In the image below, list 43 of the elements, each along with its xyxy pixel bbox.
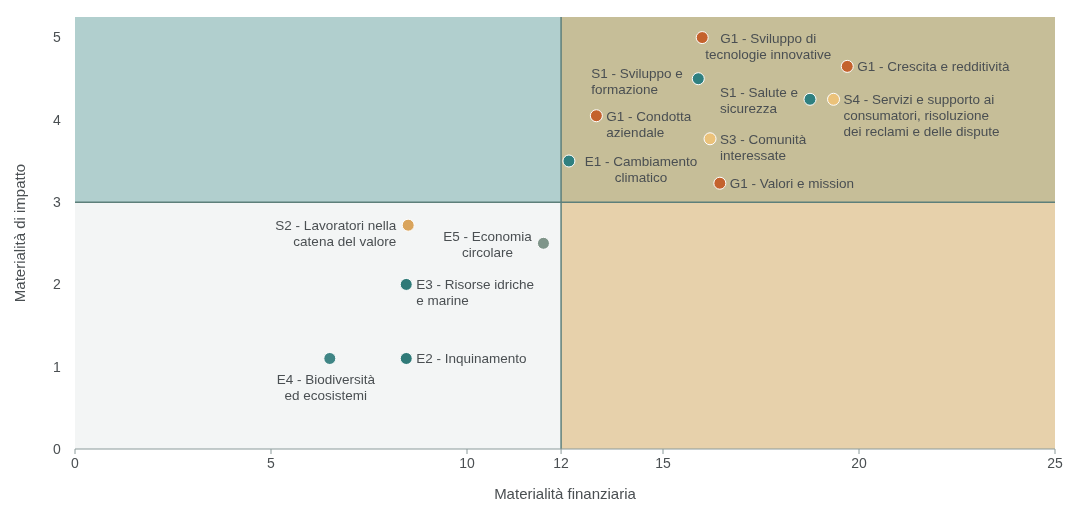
x-tick-label: 0 xyxy=(71,455,80,471)
annotation: G1 - Sviluppo di tecnologie innovative xyxy=(705,30,832,62)
point xyxy=(803,92,817,106)
point xyxy=(401,218,415,232)
annotation: E3 - Risorse idriche e marine xyxy=(416,277,535,309)
point xyxy=(589,109,603,123)
x-tick-label: 15 xyxy=(655,455,671,471)
point xyxy=(399,277,413,291)
annotation: E1 - Cambiamento climatico xyxy=(584,154,698,185)
point xyxy=(536,236,550,250)
y-tick-label: 0 xyxy=(53,440,62,457)
y-tick-label: 1 xyxy=(53,358,62,375)
point xyxy=(827,92,841,106)
annotation: E2 - Inquinamento xyxy=(416,351,527,367)
point xyxy=(695,31,709,45)
annotation: G1 - Valori e mission xyxy=(729,176,855,192)
point xyxy=(840,59,854,73)
x-tick-label: 5 xyxy=(267,455,276,471)
annotation: S3 - Comunità interessate xyxy=(720,131,807,163)
y-tick-label: 3 xyxy=(53,194,62,211)
point xyxy=(562,154,576,168)
y-tick-label: 5 xyxy=(53,29,62,46)
annotation: E4 - Biodiversità ed ecosistemi xyxy=(276,372,376,404)
x-tick-label: 20 xyxy=(851,455,867,471)
point xyxy=(691,72,705,86)
annotation: S1 - Sviluppo e formazione xyxy=(591,65,683,97)
annotation: E5 - Economia circolare xyxy=(443,229,533,261)
x-tick-label: 12 xyxy=(553,455,570,471)
y-tick-label: 2 xyxy=(53,276,62,293)
y-axis-title: Materialità di impatto xyxy=(11,163,28,303)
point xyxy=(703,132,717,146)
point xyxy=(713,176,727,190)
x-axis-title: Materialità finanziaria xyxy=(494,485,637,502)
x-tick-label: 25 xyxy=(1047,455,1063,471)
annotation: S2 - Lavoratori nella catena del valore xyxy=(275,218,397,250)
annotation: S4 - Servizi e supporto ai consumatori, risoluzione dei reclami e delle dispute xyxy=(843,92,1000,140)
annotation: G1 - Crescita e redditività xyxy=(857,59,1011,75)
y-tick-label: 4 xyxy=(53,111,62,128)
point xyxy=(399,351,413,365)
point xyxy=(323,351,337,365)
x-tick-label: 10 xyxy=(459,455,475,471)
annotation: S1 - Salute e sicurezza xyxy=(720,85,799,117)
annotation: G1 - Condotta aziendale xyxy=(606,108,692,140)
